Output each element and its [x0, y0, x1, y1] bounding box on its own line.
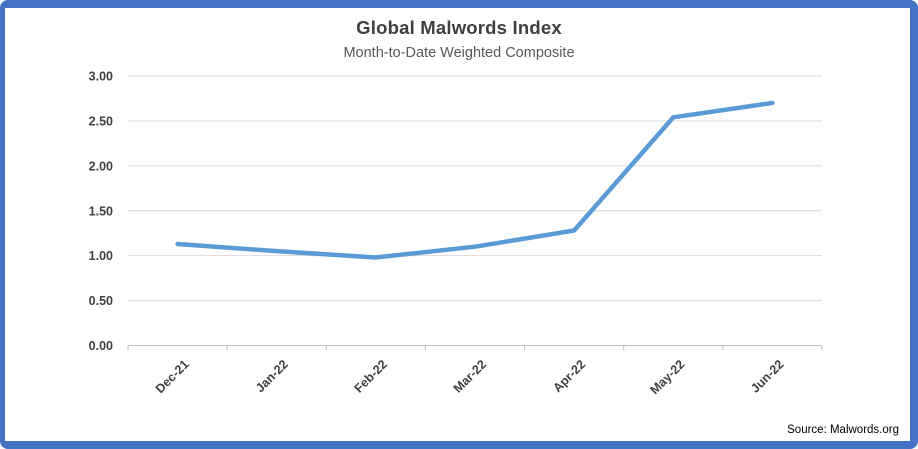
- x-tick-label: Dec-21: [153, 357, 192, 396]
- source-attribution: Source: Malwords.org: [787, 424, 899, 436]
- x-tick-label: Apr-22: [550, 357, 588, 395]
- x-tick-label: Feb-22: [352, 357, 390, 395]
- y-tick-label: 2.00: [89, 159, 113, 173]
- chart-title: Global Malwords Index: [356, 17, 562, 38]
- series-line: [175, 100, 775, 260]
- x-tick-label: Jan-22: [253, 357, 291, 395]
- x-tick-label: Jun-22: [748, 357, 786, 395]
- y-tick-label: 3.00: [89, 70, 113, 84]
- x-tick-label: Mar-22: [451, 357, 489, 395]
- y-tick-label: 0.50: [89, 294, 113, 308]
- chart-subtitle: Month-to-Date Weighted Composite: [343, 45, 575, 61]
- y-tick-label: 1.00: [89, 249, 113, 263]
- y-tick-label: 2.50: [89, 114, 113, 128]
- y-tick-label: 1.50: [89, 204, 113, 218]
- y-tick-label: 0.00: [89, 339, 113, 353]
- x-tick-label: May-22: [648, 357, 688, 397]
